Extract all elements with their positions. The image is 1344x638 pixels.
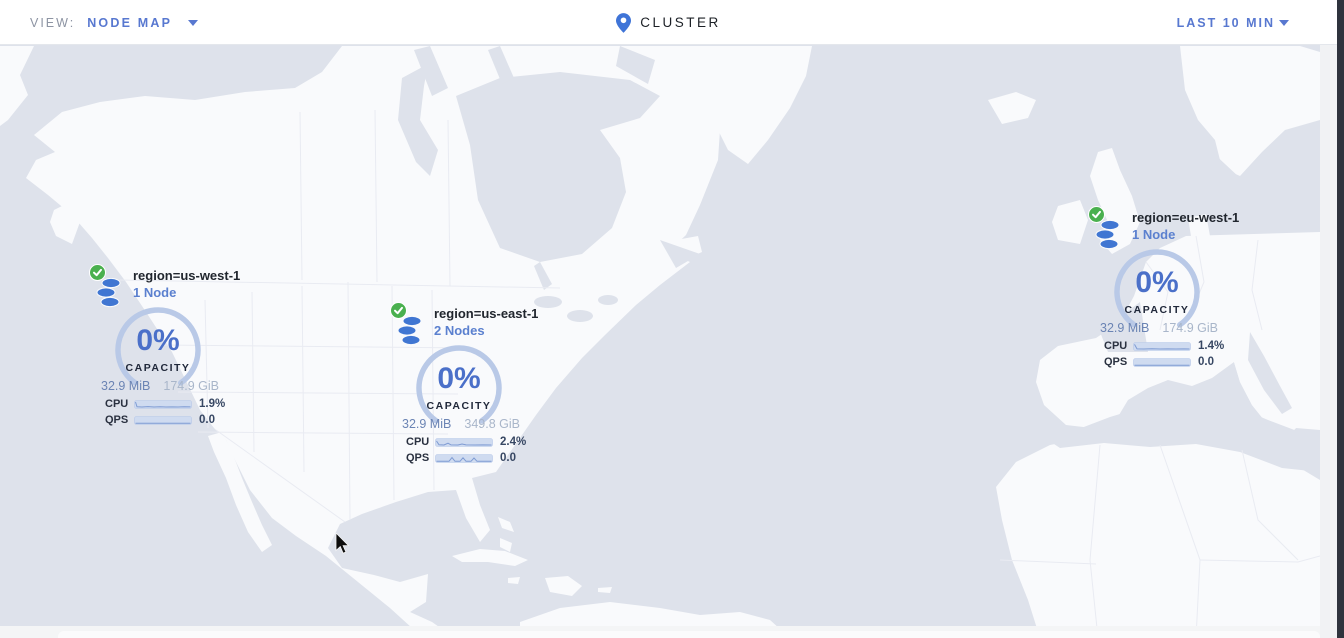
qps-row: QPS 0.0 [105, 414, 231, 426]
chevron-down-icon [1279, 19, 1289, 26]
capacity-label: CAPACITY [1124, 304, 1190, 316]
cpu-label: CPU [1104, 340, 1128, 352]
capacity-arc-icon [416, 345, 502, 431]
capacity-range: 32.9 MiB 174.9 GiB [1100, 321, 1218, 335]
region-marker-us-east-1[interactable]: region=us-east-1 2 Nodes 0% CAPACITY 32.… [386, 300, 539, 472]
view-label: VIEW: [30, 15, 76, 30]
page-background [0, 626, 1337, 638]
capacity-arc-icon [115, 307, 201, 393]
region-marker-eu-west-1[interactable]: region=eu-west-1 1 Node 0% CAPACITY 32.9… [1084, 204, 1239, 376]
cpu-row: CPU 1.4% [1104, 340, 1230, 352]
lower-panel-edge [58, 631, 1320, 638]
view-selector[interactable]: VIEW: NODE MAP [30, 0, 199, 45]
qps-row: QPS 0.0 [1104, 356, 1230, 368]
qps-value: 0.0 [500, 452, 516, 464]
qps-sparkline [134, 415, 192, 425]
time-range-value[interactable]: LAST 10 MIN [1176, 15, 1275, 30]
capacity-used: 32.9 MiB [101, 379, 151, 393]
qps-value: 0.0 [199, 414, 215, 426]
capacity-gauge: 0% CAPACITY [404, 340, 514, 436]
capacity-percent: 0% [437, 362, 481, 395]
region-node-count[interactable]: 1 Node [1132, 227, 1176, 242]
qps-sparkline [1133, 357, 1191, 367]
qps-label: QPS [1104, 356, 1128, 368]
cpu-row: CPU 1.9% [105, 398, 231, 410]
location-pin-icon [616, 12, 632, 33]
chevron-down-icon [188, 19, 199, 26]
region-marker-us-west-1[interactable]: region=us-west-1 1 Node 0% CAPACITY 32.9… [85, 262, 240, 434]
database-icon [1095, 220, 1120, 250]
capacity-percent: 0% [136, 324, 180, 357]
qps-label: QPS [105, 414, 129, 426]
window-edge [1337, 0, 1344, 638]
capacity-used: 32.9 MiB [1100, 321, 1150, 335]
capacity-total: 349.8 GiB [464, 417, 520, 431]
qps-row: QPS 0.0 [406, 452, 532, 464]
cpu-sparkline [435, 437, 493, 447]
region-name: region=eu-west-1 [1132, 210, 1240, 225]
right-gutter [1320, 45, 1337, 638]
capacity-gauge: 0% CAPACITY [103, 302, 213, 398]
world-map-svg [0, 46, 1320, 626]
capacity-label: CAPACITY [125, 362, 191, 374]
capacity-range: 32.9 MiB 174.9 GiB [101, 379, 219, 393]
healthy-check-icon [89, 264, 106, 281]
cpu-sparkline [1133, 341, 1191, 351]
database-icon [397, 316, 422, 346]
time-range-selector[interactable]: LAST 10 MIN [1177, 0, 1289, 45]
cpu-value: 2.4% [500, 436, 527, 448]
view-dropdown-value[interactable]: NODE MAP [87, 15, 173, 30]
cpu-label: CPU [406, 436, 430, 448]
cpu-sparkline [134, 399, 192, 409]
database-icon [96, 278, 121, 308]
capacity-label: CAPACITY [426, 400, 492, 412]
region-name: region=us-east-1 [434, 306, 539, 321]
capacity-used: 32.9 MiB [402, 417, 452, 431]
region-name: region=us-west-1 [133, 268, 241, 283]
capacity-percent: 0% [1135, 266, 1179, 299]
breadcrumb: CLUSTER [0, 0, 1337, 45]
healthy-check-icon [1088, 206, 1105, 223]
region-node-count[interactable]: 1 Node [133, 285, 177, 300]
capacity-range: 32.9 MiB 349.8 GiB [402, 417, 520, 431]
cpu-row: CPU 2.4% [406, 436, 532, 448]
toolbar: VIEW: NODE MAP CLUSTER LAST 10 MIN [0, 0, 1337, 45]
healthy-check-icon [390, 302, 407, 319]
qps-value: 0.0 [1198, 356, 1214, 368]
capacity-gauge: 0% CAPACITY [1102, 244, 1212, 340]
cpu-value: 1.9% [199, 398, 226, 410]
world-map[interactable] [0, 45, 1320, 626]
capacity-arc-icon [1114, 249, 1200, 335]
cpu-value: 1.4% [1198, 340, 1225, 352]
qps-sparkline [435, 453, 493, 463]
region-node-count[interactable]: 2 Nodes [434, 323, 485, 338]
capacity-total: 174.9 GiB [1162, 321, 1218, 335]
breadcrumb-cluster[interactable]: CLUSTER [640, 15, 721, 30]
capacity-total: 174.9 GiB [163, 379, 219, 393]
qps-label: QPS [406, 452, 430, 464]
cpu-label: CPU [105, 398, 129, 410]
mouse-cursor [335, 533, 350, 554]
